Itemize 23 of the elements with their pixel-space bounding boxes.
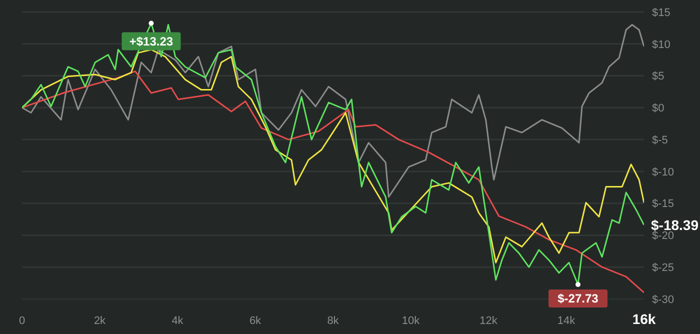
line-series bbox=[22, 24, 644, 198]
y-tick-label: $-30 bbox=[652, 294, 674, 306]
x-tick-label: 6k bbox=[249, 315, 262, 327]
y-tick-label: $-15 bbox=[652, 198, 674, 210]
annotation: $-27.73 bbox=[558, 292, 599, 306]
x-tick-label: 14k bbox=[557, 315, 576, 327]
y-tick-label: $-10 bbox=[652, 166, 674, 178]
y-tick-label: $-20 bbox=[652, 230, 674, 242]
y-tick-label: $5 bbox=[652, 70, 664, 83]
x-tick-label: 10k bbox=[402, 315, 420, 327]
x-tick-label: 0 bbox=[18, 315, 26, 327]
x-tick-label: 12k bbox=[480, 315, 498, 327]
x-tick-label: 2k bbox=[94, 315, 106, 327]
x-tick-label: 16k bbox=[632, 311, 656, 327]
y-tick-label: $15 bbox=[652, 6, 670, 19]
y-tick-label: $-25 bbox=[652, 262, 674, 274]
y-tick-label: $-5 bbox=[652, 134, 668, 146]
annotation: +$13.23 bbox=[129, 34, 174, 48]
line-series bbox=[22, 70, 644, 294]
y-tick-label: $0 bbox=[652, 102, 664, 115]
x-tick-label: 8k bbox=[327, 315, 340, 327]
x-tick-label: 4k bbox=[172, 315, 184, 327]
y-tick-label: $10 bbox=[652, 38, 670, 51]
